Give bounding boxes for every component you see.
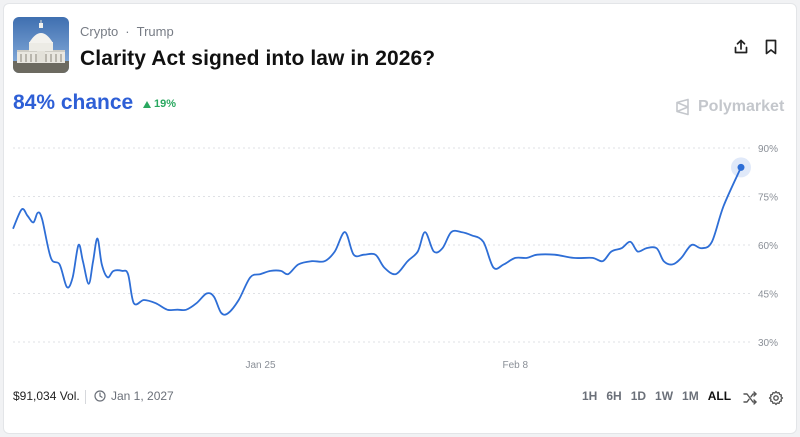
end-date-text: Jan 1, 2027 xyxy=(111,389,174,403)
volume-text: $91,034 Vol. xyxy=(13,389,80,403)
footer-divider xyxy=(85,390,86,404)
y-tick-label: 90% xyxy=(758,144,778,155)
market-card: Crypto · Trump Clarity Act signed into law… xyxy=(3,3,797,434)
capitol-building-icon xyxy=(13,17,69,73)
chance-change: 19% xyxy=(143,98,176,110)
shuffle-icon[interactable] xyxy=(742,390,758,406)
brand-watermark: Polymarket xyxy=(674,98,784,116)
range-button-1w[interactable]: 1W xyxy=(655,389,674,403)
end-date: Jan 1, 2027 xyxy=(94,389,174,403)
tag-separator: · xyxy=(125,24,130,39)
series-line xyxy=(12,167,742,316)
y-tick-label: 60% xyxy=(758,241,778,252)
triangle-up-icon xyxy=(143,100,151,108)
polymarket-logo-icon xyxy=(676,98,689,116)
x-tick-label: Feb 8 xyxy=(503,360,529,371)
endpoint-marker[interactable] xyxy=(737,163,745,171)
y-tick-label: 30% xyxy=(758,338,778,349)
market-tags: Crypto · Trump xyxy=(80,24,174,39)
range-button-all[interactable]: ALL xyxy=(707,389,732,403)
brand-name: Polymarket xyxy=(698,98,785,115)
clock-icon xyxy=(94,390,106,402)
bookmark-icon xyxy=(765,39,777,55)
market-thumbnail[interactable] xyxy=(13,17,69,73)
bookmark-button[interactable] xyxy=(760,36,782,58)
chance-change-value: 19% xyxy=(154,98,177,110)
range-button-6h[interactable]: 6H xyxy=(606,389,622,403)
price-chart[interactable]: 90% 75% 60% 45% 30% Jan 25 Feb 8 xyxy=(4,134,798,379)
market-title: Clarity Act signed into law in 2026? xyxy=(80,47,436,70)
chance-value: 84% chance xyxy=(13,91,134,114)
range-button-1d[interactable]: 1D xyxy=(630,389,647,403)
share-button[interactable] xyxy=(730,36,752,58)
y-tick-label: 45% xyxy=(758,290,778,301)
y-tick-label: 75% xyxy=(758,193,778,204)
settings-gear-icon[interactable] xyxy=(768,390,784,406)
share-icon xyxy=(734,39,748,54)
range-button-1m[interactable]: 1M xyxy=(682,389,699,403)
x-tick-label: Jan 25 xyxy=(246,360,276,371)
tag-subcategory[interactable]: Trump xyxy=(136,24,174,39)
time-range-selector: 1H 6H 1D 1W 1M ALL xyxy=(582,389,740,403)
tag-category[interactable]: Crypto xyxy=(80,24,119,39)
range-button-1h[interactable]: 1H xyxy=(582,389,598,403)
